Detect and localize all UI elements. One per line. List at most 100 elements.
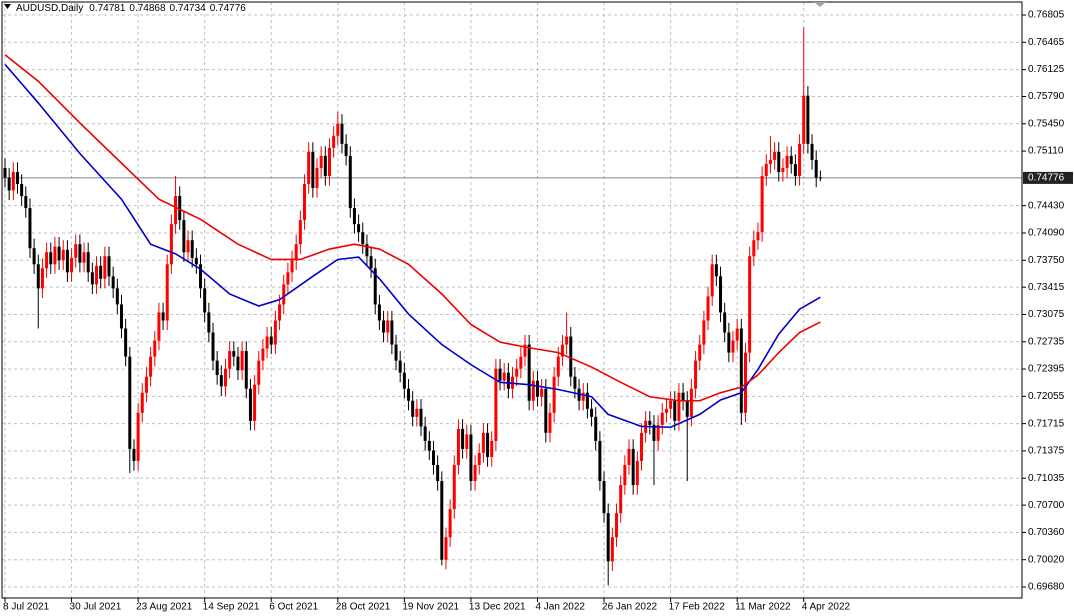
menu-icon[interactable] [4,4,11,9]
candle-body [777,151,781,172]
candle-body [65,249,69,273]
candle-body [232,350,236,357]
candle-body [298,220,302,245]
candle-body [419,408,423,427]
candle-body [182,220,186,253]
candle-body [461,428,465,449]
candle-body [706,296,710,321]
candle-body [203,288,207,313]
candle-body [764,163,768,176]
candle-body [590,408,594,417]
candle-body [228,350,232,369]
candle-body [90,272,94,285]
candle-body [377,304,381,321]
candle-body [199,264,203,289]
candle-body [631,448,635,486]
y-tick-label: 0.76805 [1028,10,1065,21]
candle-body [57,246,61,261]
candle-body [743,352,747,413]
candle-body [248,388,252,421]
y-tick-label: 0.70020 [1028,554,1065,565]
candle-body [531,380,535,401]
candle-body [78,244,82,263]
candle-body [169,224,173,265]
candle-body [594,416,598,441]
candle-body [585,392,589,409]
candle-body [369,256,373,269]
y-tick-label: 0.76125 [1028,64,1065,75]
x-tick-label: 17 Feb 2022 [669,602,726,613]
candle-body [694,360,698,389]
candle-body [82,252,86,263]
candle-body [240,350,244,371]
candle-body [194,257,198,265]
candle-body [402,372,406,389]
candle-body [153,340,157,357]
y-tick-label: 0.75790 [1028,91,1065,102]
candle-body [307,151,311,184]
candle-body [573,376,577,389]
candle-body [714,264,718,277]
shift-marker[interactable] [814,2,826,7]
candle-body [623,464,627,486]
candle-body [635,460,639,486]
candle-body [119,304,123,329]
candle-body [490,440,494,457]
candle-body [535,380,539,397]
candle-body [610,537,614,562]
candle-body [781,167,785,172]
candle-body [49,252,53,265]
candle-body [739,328,743,413]
candle-body [440,481,444,560]
candle-body [427,440,431,451]
candle-body [473,464,477,482]
candle-body [569,336,573,377]
y-tick-label: 0.69680 [1028,582,1065,593]
candle-body [28,208,32,249]
candle-body [673,400,677,421]
candle-body [515,368,519,377]
plot-frame [1,1,1023,599]
candle-body [211,332,215,361]
header-high: 0.74868 [129,3,166,14]
candle-body [735,328,739,341]
candle-body [357,224,361,233]
candle-body [32,248,36,265]
candle-body [365,244,369,257]
candle-body [664,408,668,413]
x-tick-label: 4 Jan 2022 [535,602,585,613]
moving-average-line [4,54,821,402]
candle-body [627,448,631,465]
candle-body [527,344,531,401]
candle-body [502,372,506,381]
x-tick-label: 28 Oct 2021 [336,602,391,613]
y-tick-label: 0.73415 [1028,282,1065,293]
candle-body [186,240,190,253]
candle-body [615,513,619,538]
y-tick-label: 0.74430 [1028,200,1065,211]
candle-body [723,312,727,333]
x-tick-label: 4 Apr 2022 [802,602,851,613]
x-tick-label: 11 Mar 2022 [735,602,791,613]
candle-body [789,155,793,164]
candle-body [698,344,702,361]
chart-header: AUDUSD,Daily 0.74781 0.74868 0.74734 0.74776 [16,3,246,14]
candle-body [174,196,178,225]
plot-data [3,27,822,586]
candle-body [40,268,44,289]
candle-body [731,340,735,353]
header-close: 0.74776 [210,3,247,14]
candle-body [278,304,282,321]
candle-body [7,177,11,191]
candle-body [756,232,760,241]
candle-body [165,264,169,321]
candle-body [452,464,456,510]
candle-body [710,264,714,297]
candle-body [128,356,132,449]
y-tick-label: 0.70700 [1028,500,1065,511]
candle-body [190,240,194,258]
candle-body [149,356,153,377]
candle-body [444,537,448,560]
candle-body [606,513,610,562]
